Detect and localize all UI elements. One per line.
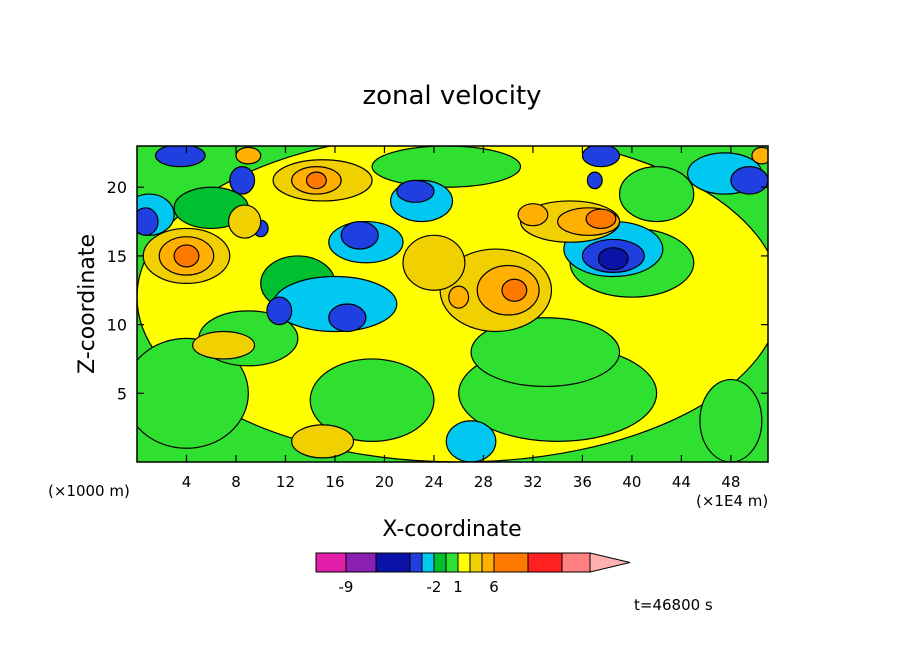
chart-title: zonal velocity bbox=[362, 81, 541, 111]
contour-region bbox=[235, 146, 262, 165]
time-label: t=46800 s bbox=[634, 596, 713, 614]
colorbar-box bbox=[409, 552, 423, 573]
x-tick-label: 40 bbox=[622, 473, 641, 491]
plot-frame bbox=[136, 145, 769, 463]
contour-region bbox=[585, 208, 617, 230]
contour-region bbox=[305, 171, 327, 190]
colorbar-box bbox=[421, 552, 435, 573]
colorbar-arrow bbox=[589, 552, 631, 573]
colorbar-box bbox=[457, 552, 471, 573]
colorbar-label: -2 bbox=[427, 578, 442, 596]
x-axis-label: X-coordinate bbox=[382, 517, 521, 542]
contour-region bbox=[340, 220, 379, 250]
colorbar-label: -9 bbox=[339, 578, 354, 596]
contour-region bbox=[445, 420, 497, 462]
colorbar-box bbox=[445, 552, 459, 573]
colorbar-box bbox=[375, 552, 411, 573]
contour-region bbox=[371, 146, 522, 188]
contour-region bbox=[501, 278, 528, 302]
contour-region bbox=[173, 244, 200, 268]
contour-region bbox=[730, 166, 768, 195]
x-units-note: (×1000 m) bbox=[48, 482, 130, 500]
x-extra-units: (×1E4 m) bbox=[696, 492, 768, 510]
contour-region bbox=[448, 285, 470, 309]
y-tick-label: 5 bbox=[117, 384, 127, 403]
contour-region bbox=[227, 204, 262, 239]
contour-region bbox=[597, 247, 629, 271]
contour-region bbox=[229, 166, 256, 195]
contour-region bbox=[618, 166, 695, 223]
colorbar-box bbox=[469, 552, 483, 573]
contour-region bbox=[586, 171, 603, 190]
x-tick-label: 48 bbox=[721, 473, 740, 491]
x-tick-label: 24 bbox=[424, 473, 443, 491]
colorbar-box bbox=[493, 552, 529, 573]
x-tick-label: 44 bbox=[672, 473, 691, 491]
contour-region bbox=[581, 146, 621, 168]
contour-region bbox=[154, 146, 206, 168]
contour-region bbox=[751, 146, 768, 165]
x-tick-label: 12 bbox=[276, 473, 295, 491]
contour-region bbox=[699, 378, 763, 462]
colorbar-box bbox=[433, 552, 447, 573]
colorbar-box bbox=[345, 552, 377, 573]
x-tick-label: 4 bbox=[182, 473, 192, 491]
y-tick-label: 10 bbox=[107, 316, 127, 335]
contour-region bbox=[137, 337, 249, 449]
contour-region bbox=[137, 207, 159, 236]
colorbar-box bbox=[315, 552, 347, 573]
colorbar-label: 1 bbox=[453, 578, 463, 596]
x-tick-label: 28 bbox=[474, 473, 493, 491]
x-tick-label: 16 bbox=[325, 473, 344, 491]
colorbar-label: 6 bbox=[489, 578, 499, 596]
contour-region bbox=[192, 330, 256, 360]
colorbar: -9 -2 1 6 bbox=[315, 552, 631, 596]
contour-region bbox=[402, 234, 466, 291]
x-tick-label: 8 bbox=[231, 473, 241, 491]
contour-region bbox=[396, 179, 435, 203]
x-tick-label: 32 bbox=[523, 473, 542, 491]
y-axis-label: Z-coordinate bbox=[75, 234, 100, 374]
x-tick-label: 36 bbox=[573, 473, 592, 491]
x-tick-label: 20 bbox=[375, 473, 394, 491]
contour-region bbox=[309, 358, 435, 442]
colorbar-box bbox=[481, 552, 495, 573]
colorbar-box bbox=[527, 552, 563, 573]
contour-region bbox=[291, 424, 355, 459]
colorbar-box bbox=[561, 552, 591, 573]
contour-region bbox=[328, 303, 367, 333]
y-tick-label: 20 bbox=[107, 178, 127, 197]
contour-region bbox=[517, 203, 549, 227]
contour-region bbox=[266, 296, 293, 326]
y-tick-label: 15 bbox=[107, 247, 127, 266]
contour-region bbox=[470, 317, 621, 388]
